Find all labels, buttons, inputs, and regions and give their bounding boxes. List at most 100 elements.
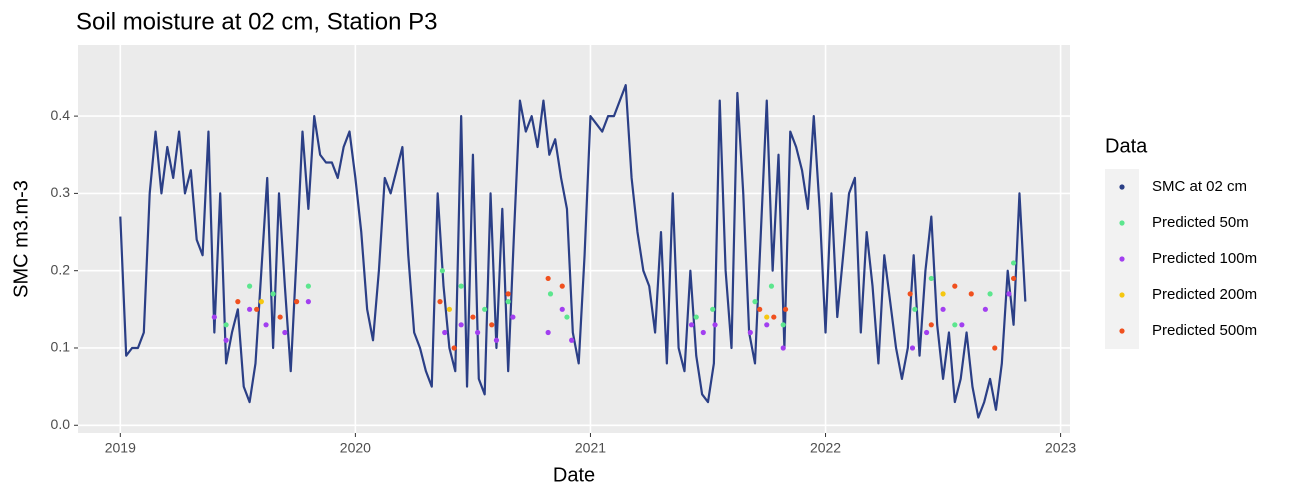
data-point: [747, 329, 753, 336]
data-point: [569, 337, 575, 343]
data-point: [247, 306, 253, 312]
data-point: [451, 345, 457, 351]
y-tick-label: 0.3: [51, 184, 71, 200]
data-point: [952, 322, 958, 328]
x-tick-label: 2023: [1045, 440, 1076, 456]
data-point: [470, 314, 476, 320]
data-point: [907, 291, 913, 297]
y-tick-label: 0.2: [51, 261, 71, 277]
legend-swatch: [1119, 328, 1125, 334]
data-point: [305, 283, 311, 289]
data-point: [688, 322, 695, 328]
x-tick-label: 2020: [340, 440, 371, 456]
data-point: [277, 314, 283, 320]
legend-label: Predicted 200m: [1152, 286, 1257, 303]
data-point: [482, 306, 488, 312]
data-point: [564, 314, 570, 320]
data-point: [547, 291, 554, 297]
data-point: [924, 329, 930, 336]
y-axis-label: SMC m3.m-3: [10, 180, 32, 298]
data-point: [270, 291, 276, 297]
data-point: [1010, 275, 1017, 282]
data-point: [305, 299, 311, 305]
legend-title: Data: [1105, 135, 1148, 157]
data-point: [559, 283, 565, 289]
data-point: [757, 306, 763, 312]
data-point: [505, 291, 511, 297]
legend-label: Predicted 500m: [1152, 322, 1257, 339]
x-tick-label: 2021: [575, 440, 606, 456]
legend-swatch: [1119, 220, 1125, 226]
data-point: [489, 322, 495, 328]
x-tick-label: 2022: [810, 440, 841, 456]
data-point: [912, 306, 918, 312]
data-point: [258, 299, 264, 305]
data-point: [559, 306, 565, 312]
data-point: [710, 306, 716, 312]
data-point: [294, 299, 300, 305]
data-point: [952, 283, 958, 289]
data-point: [768, 283, 775, 289]
data-point: [982, 306, 988, 312]
data-point: [211, 314, 217, 320]
data-point: [782, 306, 789, 312]
data-point: [780, 322, 786, 328]
data-point: [223, 322, 229, 328]
data-point: [545, 275, 551, 282]
data-point: [505, 299, 511, 305]
data-point: [442, 329, 448, 336]
legend-label: Predicted 100m: [1152, 250, 1257, 267]
y-tick-label: 0.1: [51, 339, 71, 355]
panel: [78, 45, 1070, 433]
data-point: [1006, 291, 1012, 297]
legend-swatch: [1119, 256, 1125, 262]
data-point: [458, 322, 464, 328]
data-point: [780, 345, 786, 351]
grid: 0.0 0.1 0.2 0.3 0.4 2019 2020 2021 2022 2023: [51, 45, 1076, 456]
legend-label: Predicted 50m: [1152, 214, 1249, 231]
data-point: [968, 291, 974, 297]
data-point: [439, 268, 445, 274]
y-tick-label: 0.0: [51, 416, 71, 432]
legend-swatch: [1119, 292, 1125, 298]
data-point: [940, 306, 946, 312]
data-point: [928, 322, 934, 328]
data-point: [700, 329, 706, 336]
data-point: [928, 275, 934, 282]
data-point: [223, 337, 229, 343]
x-axis-label: Date: [553, 464, 595, 486]
data-point: [992, 345, 998, 351]
legend-swatch: [1119, 184, 1125, 190]
data-point: [959, 322, 965, 328]
data-point: [475, 329, 481, 336]
data-point: [712, 322, 718, 328]
data-point: [446, 306, 453, 312]
data-point: [771, 314, 777, 320]
x-tick-label: 2019: [105, 440, 136, 456]
data-point: [909, 345, 916, 351]
data-point: [510, 314, 516, 320]
y-tick-label: 0.4: [51, 107, 71, 123]
data-point: [493, 337, 500, 343]
data-point: [458, 283, 464, 289]
data-point: [545, 329, 551, 336]
data-point: [235, 299, 241, 305]
data-point: [693, 314, 699, 320]
data-point: [940, 291, 946, 297]
data-point: [1010, 260, 1017, 266]
data-point: [437, 299, 443, 305]
data-point: [752, 299, 758, 305]
chart-title: Soil moisture at 02 cm, Station P3: [76, 8, 438, 35]
series-line: [119, 84, 1027, 419]
data-point: [764, 314, 770, 320]
legend-label: SMC at 02 cm: [1152, 178, 1247, 195]
marks: [119, 84, 1027, 419]
data-point: [764, 322, 770, 328]
legend: SMC at 02 cm Predicted 50m Predicted 100m P…: [1105, 169, 1257, 349]
data-point: [282, 329, 288, 336]
data-point: [247, 283, 253, 289]
data-point: [263, 322, 269, 328]
data-point: [254, 306, 260, 312]
